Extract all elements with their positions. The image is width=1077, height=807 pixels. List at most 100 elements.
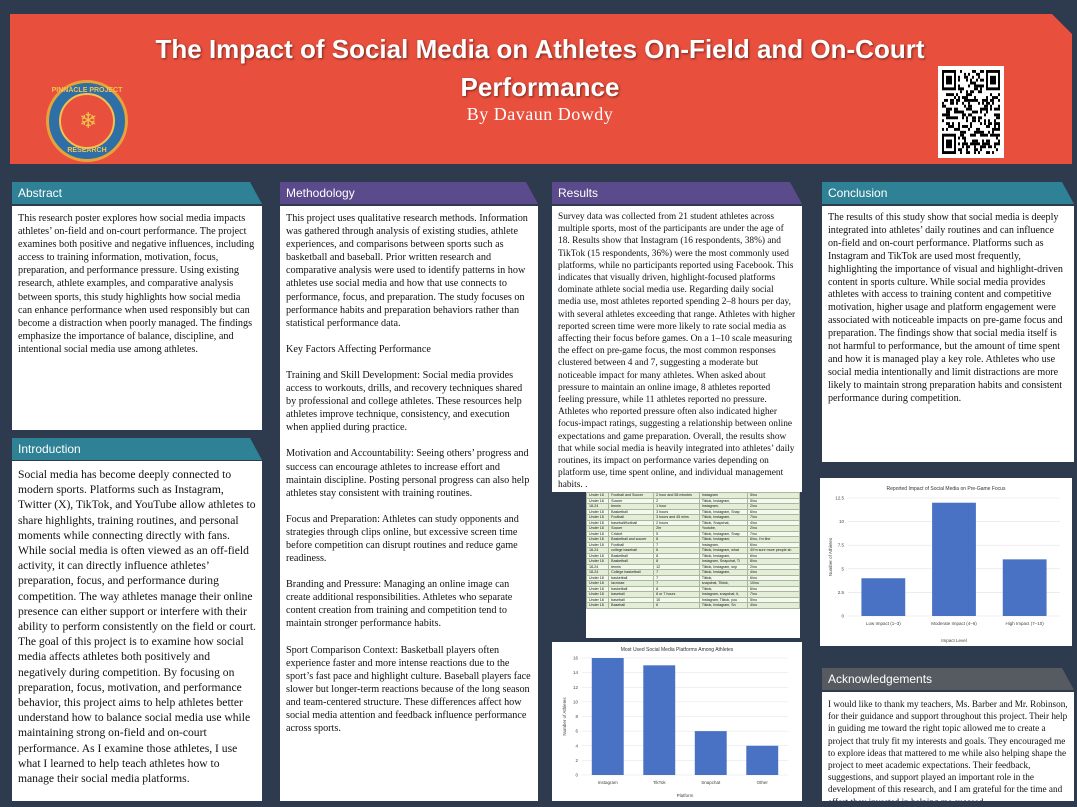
y-tick-label: 2 bbox=[575, 758, 578, 763]
qr-module bbox=[996, 142, 998, 146]
qr-module bbox=[970, 113, 972, 117]
qr-module bbox=[960, 151, 962, 154]
qr-module bbox=[974, 119, 976, 123]
qr-module bbox=[968, 93, 970, 97]
qr-module bbox=[970, 98, 972, 102]
qr-module bbox=[980, 116, 982, 120]
qr-module bbox=[984, 119, 986, 123]
table-row: Under 18 Basketball 8 Instagram, Snapchat, … bbox=[585, 558, 801, 565]
qr-module bbox=[948, 110, 950, 114]
table-row: 18-24 tennis 12 Tiktok, Instagram, snp 2/no bbox=[585, 563, 801, 570]
qr-module bbox=[968, 104, 970, 108]
introduction-text: Social media has become deeply connected… bbox=[18, 468, 256, 786]
methodology-heading: Methodology bbox=[280, 182, 538, 204]
qr-module bbox=[968, 107, 970, 111]
qr-module bbox=[966, 119, 968, 123]
table-cell: Under 18 bbox=[585, 492, 610, 499]
motivation-paragraph: Motivation and Accountability: Seeing ot… bbox=[286, 448, 530, 499]
qr-module bbox=[986, 125, 988, 128]
qr-module bbox=[982, 139, 984, 143]
qr-module bbox=[958, 87, 960, 91]
qr-module bbox=[988, 125, 990, 128]
results-panel: Survey data was collected from 21 studen… bbox=[552, 206, 802, 492]
qr-module bbox=[958, 110, 960, 114]
qr-module bbox=[962, 101, 964, 105]
qr-module bbox=[986, 110, 988, 114]
qr-module bbox=[998, 98, 1000, 102]
qr-module bbox=[970, 104, 972, 108]
qr-module bbox=[954, 96, 956, 99]
qr-module bbox=[976, 139, 978, 143]
qr-module bbox=[976, 142, 978, 146]
qr-module bbox=[978, 130, 980, 134]
table-row: Under 18 Basketball and soccer 8 Tiktok, In… bbox=[585, 536, 801, 543]
qr-module bbox=[998, 122, 1000, 126]
qr-module bbox=[996, 107, 998, 111]
qr-module bbox=[956, 107, 958, 111]
qr-module bbox=[990, 107, 992, 111]
qr-module bbox=[968, 72, 970, 76]
qr-module bbox=[956, 116, 958, 120]
qr-module bbox=[950, 93, 952, 97]
qr-module bbox=[986, 98, 988, 102]
qr-module bbox=[966, 98, 968, 102]
qr-module bbox=[984, 142, 986, 146]
table-cell: Tiktok, Instagram, bbox=[698, 497, 748, 504]
qr-module bbox=[970, 93, 972, 97]
qr-module bbox=[958, 98, 960, 102]
qr-module bbox=[982, 84, 984, 88]
qr-module bbox=[978, 75, 980, 79]
qr-module bbox=[958, 122, 960, 126]
qr-module bbox=[992, 133, 994, 137]
qr-module bbox=[970, 133, 972, 137]
table-row: Under 18 Basketball 8 Tiktok, Instagram, 6/n… bbox=[585, 552, 801, 559]
qr-module bbox=[992, 98, 994, 102]
x-tick-label: Other bbox=[757, 780, 769, 785]
qr-module bbox=[960, 148, 962, 152]
qr-module bbox=[966, 142, 968, 146]
qr-code[interactable] bbox=[938, 66, 1004, 158]
qr-module bbox=[996, 116, 998, 120]
qr-module bbox=[998, 104, 1000, 108]
qr-module bbox=[960, 130, 962, 134]
qr-module bbox=[998, 113, 1000, 117]
qr-module bbox=[946, 107, 948, 111]
qr-module bbox=[976, 87, 978, 91]
qr-module bbox=[986, 133, 988, 137]
focus-chart: Reported Impact of Social Media on Pre-G… bbox=[820, 478, 1072, 646]
qr-module bbox=[990, 145, 992, 149]
x-tick-label: TikTok bbox=[653, 780, 667, 785]
qr-module bbox=[966, 78, 968, 82]
chart-title: Reported Impact of Social Media on Pre-G… bbox=[887, 486, 1006, 492]
qr-module bbox=[942, 127, 944, 131]
bar bbox=[932, 502, 976, 616]
qr-module bbox=[958, 84, 960, 88]
table-row: Under 18 baseball/football 2 hours Tiktok, … bbox=[585, 519, 801, 526]
qr-module bbox=[996, 148, 998, 152]
x-tick-label: Snapchat bbox=[701, 780, 721, 785]
qr-module bbox=[964, 125, 966, 128]
qr-module bbox=[964, 98, 966, 102]
qr-module bbox=[984, 145, 986, 149]
y-tick-label: 12 bbox=[573, 685, 579, 690]
qr-module bbox=[950, 98, 952, 102]
qr-module bbox=[962, 130, 964, 134]
table-cell: 4/no bbox=[746, 602, 801, 609]
qr-module bbox=[978, 151, 980, 154]
introduction-heading: Introduction bbox=[12, 438, 262, 460]
qr-module bbox=[982, 70, 984, 73]
y-tick-label: 4 bbox=[575, 743, 578, 748]
bar bbox=[861, 578, 906, 616]
qr-module bbox=[972, 70, 974, 73]
qr-module bbox=[988, 130, 990, 134]
qr-module bbox=[966, 125, 968, 128]
table-row: Under 18 Baseball 6 Tiktok, Instagram, Sn 4/… bbox=[585, 602, 801, 609]
qr-module bbox=[970, 125, 972, 128]
qr-module bbox=[974, 142, 976, 146]
qr-module bbox=[980, 122, 982, 126]
qr-module bbox=[998, 125, 1000, 128]
qr-module bbox=[964, 113, 966, 117]
qr-module bbox=[988, 119, 990, 123]
qr-module bbox=[994, 107, 996, 111]
table-cell: 5/no bbox=[746, 492, 801, 499]
